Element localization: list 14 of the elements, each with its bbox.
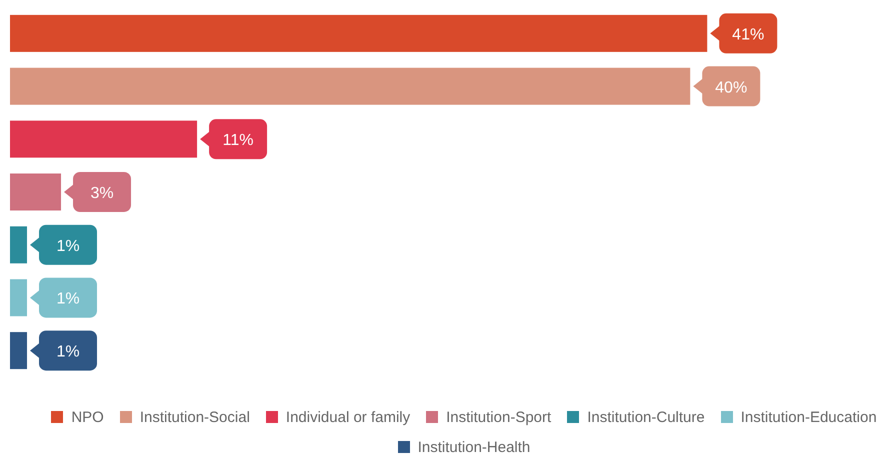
data-label: 41% [732,26,764,44]
data-label: 3% [90,185,114,202]
legend-label: Institution-Sport [445,408,552,428]
legend-label: Institution-Education [740,408,877,428]
data-label: 1% [56,344,80,361]
legend-label: Individual or family [284,408,410,428]
data-label: 11% [222,132,254,150]
legend-label: NPO [70,408,104,428]
legend-label: Institution-Culture [586,408,705,428]
legend-label: Institution-Social [138,408,250,428]
data-label: 1% [56,290,80,308]
legend-label: Institution-Health [416,438,530,458]
data-label: 40% [715,79,748,96]
data-label: 1% [56,238,80,255]
